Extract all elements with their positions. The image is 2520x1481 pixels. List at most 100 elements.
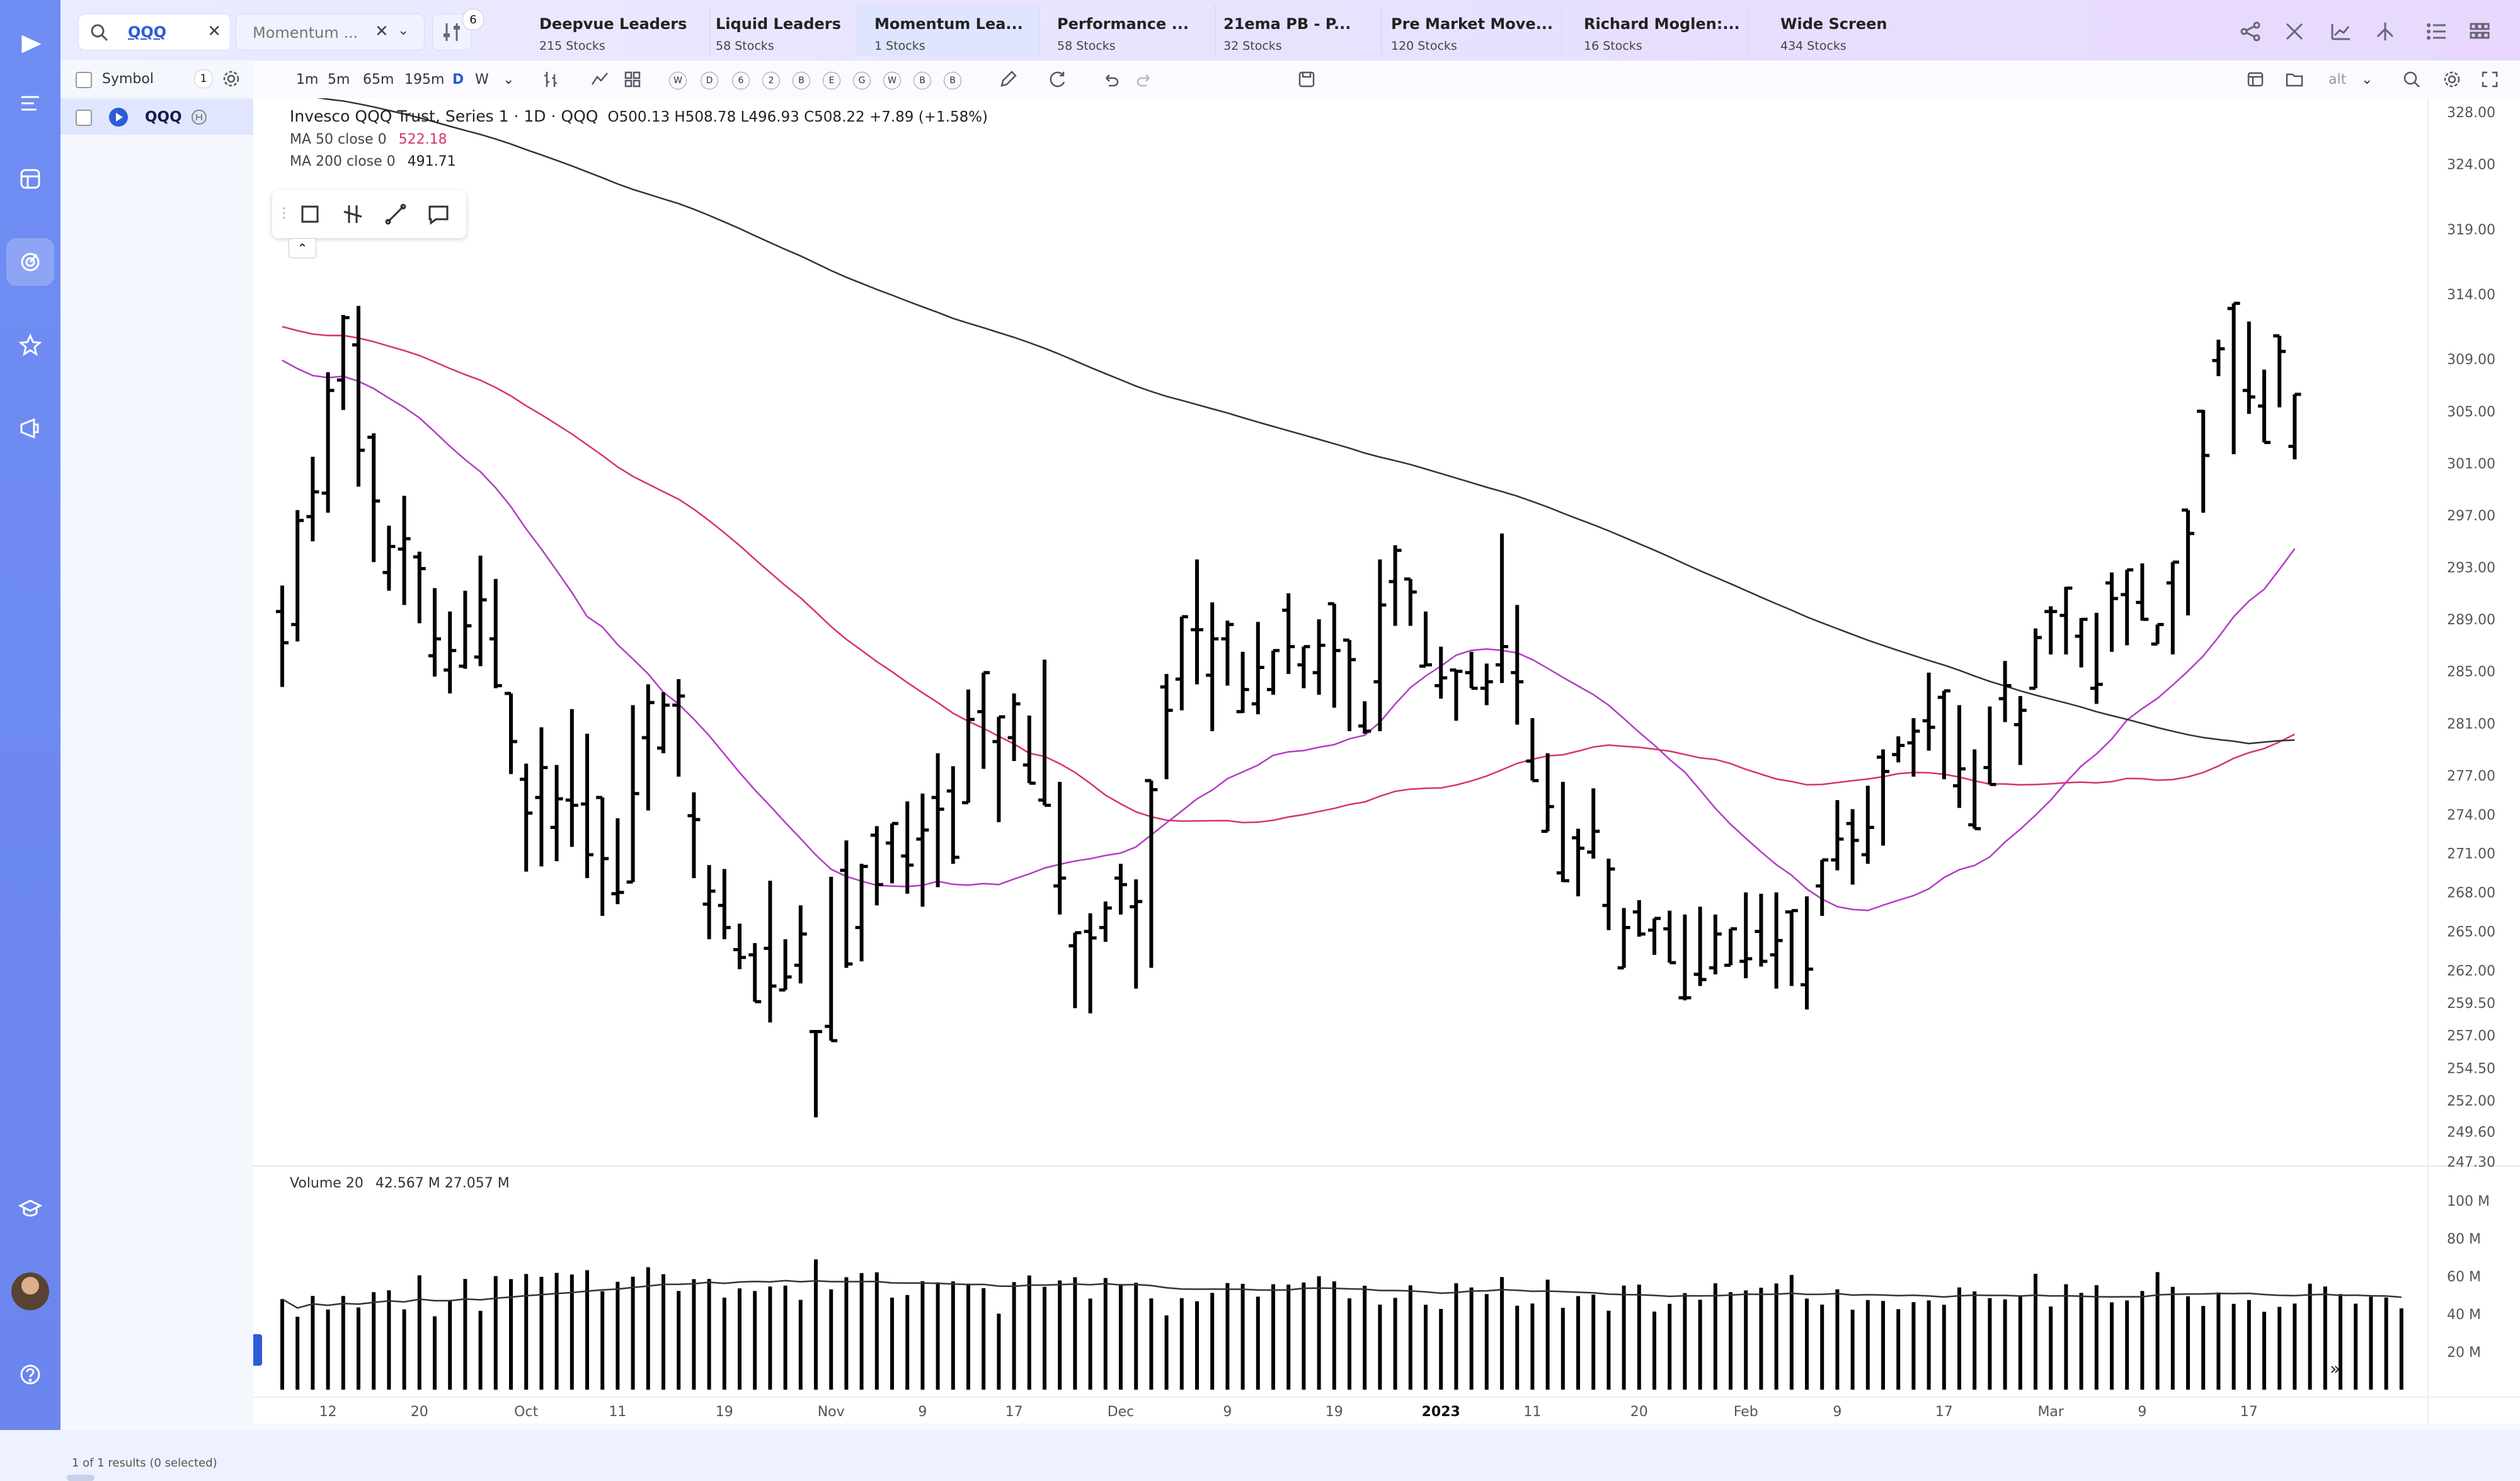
horizontal-scrollbar[interactable]: [67, 1475, 94, 1481]
timeframe-dropdown-chevron-icon[interactable]: ⌄: [503, 72, 515, 88]
study-button-6[interactable]: 6: [732, 72, 750, 89]
volume-tick-label: 80 M: [2447, 1232, 2481, 1247]
study-button-b2[interactable]: B: [914, 72, 931, 89]
compare-icon[interactable]: [2402, 69, 2422, 89]
clear-watchlist-icon[interactable]: ✕: [375, 22, 389, 41]
tab-name: Deepvue Leaders: [539, 15, 687, 33]
watchlist-tab-liquid-leaders[interactable]: Liquid Leaders 58 Stocks: [697, 5, 874, 55]
play-icon[interactable]: [108, 107, 129, 127]
volume-label: Volume 20: [290, 1175, 364, 1191]
save-layout-icon[interactable]: [1297, 69, 1317, 89]
study-button-g[interactable]: G: [853, 72, 871, 89]
compass-icon[interactable]: [2373, 19, 2398, 44]
time-tick-label: Oct: [514, 1404, 538, 1420]
timeframe-195m[interactable]: 195m: [404, 72, 445, 88]
note-tool-icon[interactable]: [426, 202, 451, 227]
ma21-line: [282, 359, 2296, 912]
refresh-icon[interactable]: [1047, 69, 1067, 89]
ma200-value: 491.71: [407, 154, 456, 169]
price-tick-label: 285.00: [2447, 665, 2495, 680]
user-avatar[interactable]: [11, 1272, 49, 1310]
x-social-icon[interactable]: [2282, 19, 2307, 44]
education-cap-icon[interactable]: [6, 1184, 54, 1232]
indicators-icon[interactable]: [590, 69, 610, 89]
study-button-b[interactable]: B: [793, 72, 810, 89]
time-tick-label: 17: [2240, 1404, 2258, 1420]
study-button-w[interactable]: W: [669, 72, 687, 89]
time-tick-label: 17: [1935, 1404, 1953, 1420]
time-tick-label: 17: [1005, 1404, 1023, 1420]
layouts-icon[interactable]: [622, 69, 643, 89]
watchlist-tab-richard-moglen[interactable]: Richard Moglen:... 16 Stocks: [1565, 5, 1749, 55]
menu-icon[interactable]: [6, 79, 54, 127]
watchlist-tab-momentum-leaders[interactable]: Momentum Lea... 1 Stocks: [856, 5, 1040, 55]
volume-tick-label: 100 M: [2447, 1194, 2490, 1209]
trendline-tool-icon[interactable]: [383, 202, 408, 227]
alerts-megaphone-icon[interactable]: [6, 404, 54, 452]
rectangle-tool-icon[interactable]: [297, 202, 323, 227]
scroll-to-latest-icon[interactable]: »: [2330, 1358, 2341, 1379]
study-button-b3[interactable]: B: [944, 72, 961, 89]
timeframe-weekly[interactable]: W: [475, 72, 489, 88]
symbol-list-panel: Symbol 1 QQQ 1 of 1 results (0 selected): [60, 60, 253, 1481]
watchlist-tab-pre-market-movers[interactable]: Pre Market Move... 120 Stocks: [1372, 5, 1562, 55]
study-button-2[interactable]: 2: [762, 72, 780, 89]
watchlist-star-icon[interactable]: [6, 321, 54, 369]
price-tick-label: 257.00: [2447, 1029, 2495, 1044]
watchlist-tab-deepvue-leaders[interactable]: Deepvue Leaders 215 Stocks: [520, 5, 711, 55]
charts-target-icon[interactable]: [6, 238, 54, 286]
tab-count: 1 Stocks: [874, 39, 925, 53]
drag-handle-icon[interactable]: ⋮: [277, 205, 291, 221]
watchlist-tab-performance[interactable]: Performance ... 58 Stocks: [1038, 5, 1216, 55]
logo-play-icon[interactable]: [6, 20, 54, 68]
study-button-e[interactable]: E: [823, 72, 840, 89]
watchlist-tab-21ema-pb[interactable]: 21ema PB - P... 32 Stocks: [1205, 5, 1382, 55]
price-volume-chart[interactable]: 328.00 324.00 319.00 314.00 309.00 305.00 301.…: [253, 98, 2520, 1424]
tab-name: Pre Market Move...: [1391, 15, 1554, 33]
row-checkbox[interactable]: [76, 110, 92, 126]
time-tick-label: 2023: [1422, 1404, 1460, 1420]
fullscreen-icon[interactable]: [2480, 69, 2500, 89]
share-icon[interactable]: [2238, 19, 2263, 44]
symbol-row[interactable]: QQQ: [60, 100, 253, 135]
price-tick-label: 254.50: [2447, 1061, 2495, 1077]
chevron-down-icon[interactable]: ⌄: [398, 23, 410, 38]
tab-name: Liquid Leaders: [716, 15, 841, 33]
timeframe-1m[interactable]: 1m: [296, 72, 319, 88]
watchlist-select[interactable]: Momentum ... ✕ ⌄: [236, 14, 425, 50]
timeframe-65m[interactable]: 65m: [363, 72, 394, 88]
help-icon[interactable]: [6, 1351, 54, 1398]
time-tick-label: Mar: [2037, 1404, 2064, 1420]
grid-view-icon[interactable]: [2467, 19, 2492, 44]
timeframe-5m[interactable]: 5m: [328, 72, 350, 88]
tab-name: Momentum Lea...: [874, 15, 1023, 33]
legend-title: Invesco QQQ Trust, Series 1 · 1D · QQQ: [290, 107, 598, 125]
list-view-icon[interactable]: [2424, 19, 2449, 44]
undo-icon[interactable]: [1100, 69, 1120, 89]
pencil-icon[interactable]: [998, 69, 1018, 89]
study-button-d[interactable]: D: [701, 72, 718, 89]
symbol-search-input[interactable]: QQQ ✕: [78, 14, 231, 50]
dashboard-icon[interactable]: [6, 155, 54, 203]
watchlist-tab-wide-screen[interactable]: Wide Screen 434 Stocks: [1761, 5, 1925, 55]
clear-search-icon[interactable]: ✕: [207, 22, 221, 41]
select-all-checkbox[interactable]: [76, 72, 92, 88]
line-chart-icon[interactable]: [2328, 19, 2354, 44]
filter-sliders-icon: [444, 23, 460, 41]
time-tick-label: 20: [411, 1404, 428, 1420]
chart-settings-gear-icon[interactable]: [2442, 69, 2462, 89]
redo-icon[interactable]: [1135, 69, 1155, 89]
timeframe-daily[interactable]: D: [452, 72, 464, 88]
bars-pattern-tool-icon[interactable]: [340, 202, 365, 227]
alt-label[interactable]: alt: [2328, 72, 2347, 88]
panel-resize-handle[interactable]: [253, 1334, 262, 1366]
time-tick-label: 9: [2138, 1404, 2146, 1420]
folder-icon[interactable]: [2284, 69, 2305, 89]
template-icon[interactable]: [2245, 69, 2265, 89]
bar-style-icon[interactable]: [541, 69, 561, 89]
chart-area[interactable]: 328.00 324.00 319.00 314.00 309.00 305.00 301.…: [253, 98, 2520, 1424]
settings-gear-icon[interactable]: [222, 69, 241, 88]
alt-chevron-down-icon[interactable]: ⌄: [2361, 72, 2373, 88]
study-button-w2[interactable]: W: [883, 72, 901, 89]
collapse-toolbar-button[interactable]: ⌃: [289, 238, 316, 258]
